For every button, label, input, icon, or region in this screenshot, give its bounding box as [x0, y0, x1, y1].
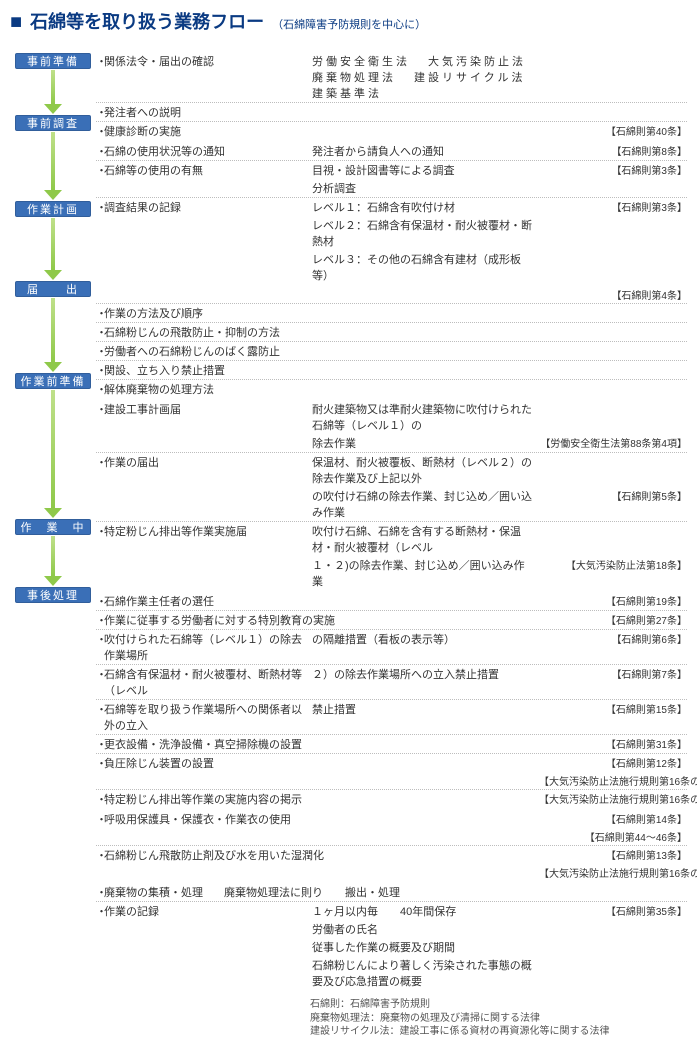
ref: 【石綿則第27条】: [539, 612, 687, 627]
ref: 【石綿則第19条】: [539, 593, 687, 608]
ref: 【石綿則第15条】: [539, 701, 687, 716]
law-item: 廃棄物処理法: [312, 69, 396, 85]
section-2: 【石綿則第4条】 ・作業の方法及び順序 ・石綿粉じんの飛散防止・抑制の方法 ・労…: [96, 286, 687, 398]
ref: 【石綿則第13条】: [539, 847, 687, 862]
section-6: ・廃棄物の集積・処理廃棄物処理法に則り 搬出・処理 ・作業の記録１ヶ月以内毎 4…: [96, 883, 687, 990]
item-label: 発注者への説明: [104, 104, 312, 120]
footnote: 廃棄物処理法：廃棄物の処理及び清掃に関する法律: [310, 1012, 687, 1026]
item-label: 石綿粉じんの飛散防止・抑制の方法: [104, 324, 312, 340]
title-row: ■ 石綿等を取り扱う業務フロー （石綿障害予防規則を中心に）: [10, 8, 687, 34]
stage-box: 作 業 中: [14, 518, 92, 536]
item-label: 解体廃棄物の処理方法: [104, 381, 312, 397]
arrow-down-icon: [44, 70, 62, 114]
item-label: 特定粉じん排出等作業実施届: [104, 523, 312, 539]
bullet: ・: [96, 53, 104, 69]
stage-box: 作業前準備: [14, 372, 92, 390]
arrow-down-icon: [44, 536, 62, 586]
stage-box: 事前調査: [14, 114, 92, 132]
stage-box: 作業計画: [14, 200, 92, 218]
ref: 【石綿則第14条】: [539, 811, 687, 826]
arrow-down-icon: [44, 390, 62, 518]
ref: 【石綿則第3条】: [539, 162, 687, 177]
item-label: 建設工事計画届: [104, 401, 312, 417]
title-square: ■: [10, 11, 22, 34]
flow: 事前準備事前調査作業計画届 出作業前準備作 業 中事後処理 ・ 関係法令・届出の…: [10, 52, 687, 992]
ref: 【石綿則第31条】: [539, 736, 687, 751]
footnotes: 石綿則：石綿障害予防規則廃棄物処理法：廃棄物の処理及び清掃に関する法律建設リサイ…: [310, 998, 687, 1039]
ref: 【石綿則第4条】: [539, 287, 687, 302]
title-main: 石綿等を取り扱う業務フロー: [30, 8, 264, 34]
ref: 【大気汚染防止法施行規則第16条の4】: [539, 865, 687, 880]
arrow-down-icon: [44, 132, 62, 200]
arrow-down-icon: [44, 218, 62, 280]
section-5: ・呼吸用保護具・保護衣・作業衣の使用【石綿則第14条】 【石綿則第44～46条】…: [96, 810, 687, 881]
ref: 【石綿則第40条】: [539, 123, 687, 138]
stage-box: 届 出: [14, 280, 92, 298]
ref: 【石綿則第5条】: [539, 488, 687, 503]
ref: 【石綿則第3条】: [539, 199, 687, 214]
ref: 【石綿則第7条】: [539, 666, 687, 681]
item-label: 石綿作業主任者の選任: [104, 593, 312, 609]
item-label: 作業の方法及び順序: [104, 305, 312, 321]
title-sub: （石綿障害予防規則を中心に）: [272, 16, 426, 32]
item-label: 廃棄物の集積・処理: [104, 884, 224, 900]
item-label: 石綿含有保温材・耐火被覆材、断熱材等（レベル: [104, 666, 312, 698]
law-item: 建設リサイクル法: [414, 69, 525, 85]
item-label: 作業に従事する労働者に対する特別教育の実施: [104, 612, 539, 628]
page: ■ 石綿等を取り扱う業務フロー （石綿障害予防規則を中心に） 事前準備事前調査作…: [0, 0, 697, 1049]
law-item: 建築基準法: [312, 85, 382, 101]
ref: 【石綿則第12条】: [539, 755, 687, 770]
stage-column: 事前準備事前調査作業計画届 出作業前準備作 業 中事後処理: [10, 52, 96, 992]
ref: 【石綿則第6条】: [539, 631, 687, 646]
item-label: 吹付けられた石綿等（レベル１）の除去作業場所: [104, 631, 312, 663]
item-label: 石綿等の使用の有無: [104, 162, 312, 178]
bullet: ・: [96, 104, 104, 120]
ref: 【大気汚染防止法施行規則第16条の4】: [539, 773, 687, 788]
item-label: 調査結果の記録: [104, 199, 312, 215]
section-3: ・建設工事計画届耐火建築物又は準耐火建築物に吹付けられた石綿等（レベル１）の 除…: [96, 400, 687, 590]
item-label: 呼吸用保護具・保護衣・作業衣の使用: [104, 811, 539, 827]
bullet: ・: [96, 123, 104, 139]
item-label: 関係法令・届出の確認: [104, 53, 312, 69]
section-0: ・ 関係法令・届出の確認 労働安全衛生法 大気汚染防止法廃棄物処理法 建設リサイクル…: [96, 52, 687, 140]
item-label: 作業の届出: [104, 454, 312, 470]
law-item: 大気汚染防止法: [428, 53, 526, 69]
stage-box: 事後処理: [14, 586, 92, 604]
law-item: 労働安全衛生法: [312, 53, 410, 69]
arrow-down-icon: [44, 298, 62, 372]
ref: 【大気汚染防止法施行規則第16条の4】: [539, 791, 687, 806]
item-label: 負圧除じん装置の設置: [104, 755, 312, 771]
ref: 【労働安全衛生法第88条第4項】: [539, 435, 687, 450]
item-label: 特定粉じん排出等作業の実施内容の掲示: [104, 791, 539, 807]
section-4: ・石綿作業主任者の選任【石綿則第19条】 ・作業に従事する労働者に対する特別教育…: [96, 592, 687, 808]
item-label: 関設、立ち入り禁止措置: [104, 362, 312, 378]
item-label: 労働者への石綿粉じんのばく露防止: [104, 343, 312, 359]
footnote: 石綿則：石綿障害予防規則: [310, 998, 687, 1012]
content-column: ・ 関係法令・届出の確認 労働安全衛生法 大気汚染防止法廃棄物処理法 建設リサイクル…: [96, 52, 687, 992]
ref: 【大気汚染防止法第18条】: [539, 557, 687, 572]
ref: 【石綿則第35条】: [539, 903, 687, 918]
item-label: 石綿等を取り扱う作業場所への関係者以外の立入: [104, 701, 312, 733]
item-label: 石綿粉じん飛散防止剤及び水を用いた湿潤化: [104, 847, 539, 863]
law-list: 労働安全衛生法 大気汚染防止法廃棄物処理法 建設リサイクル法建築基準法: [312, 53, 539, 101]
section-1: ・石綿の使用状況等の通知発注者から請負人への通知【石綿則第8条】 ・石綿等の使用…: [96, 142, 687, 284]
item-label: 健康診断の実施: [104, 123, 312, 139]
ref: 【石綿則第44～46条】: [539, 829, 687, 844]
ref: 【石綿則第8条】: [539, 143, 687, 158]
footnote: 建設リサイクル法：建設工事に係る資材の再資源化等に関する法律: [310, 1025, 687, 1039]
item-label: 更衣設備・洗浄設備・真空掃除機の設置: [104, 736, 539, 752]
item-label: 石綿の使用状況等の通知: [104, 143, 312, 159]
stage-box: 事前準備: [14, 52, 92, 70]
item-label: 作業の記録: [104, 903, 312, 919]
